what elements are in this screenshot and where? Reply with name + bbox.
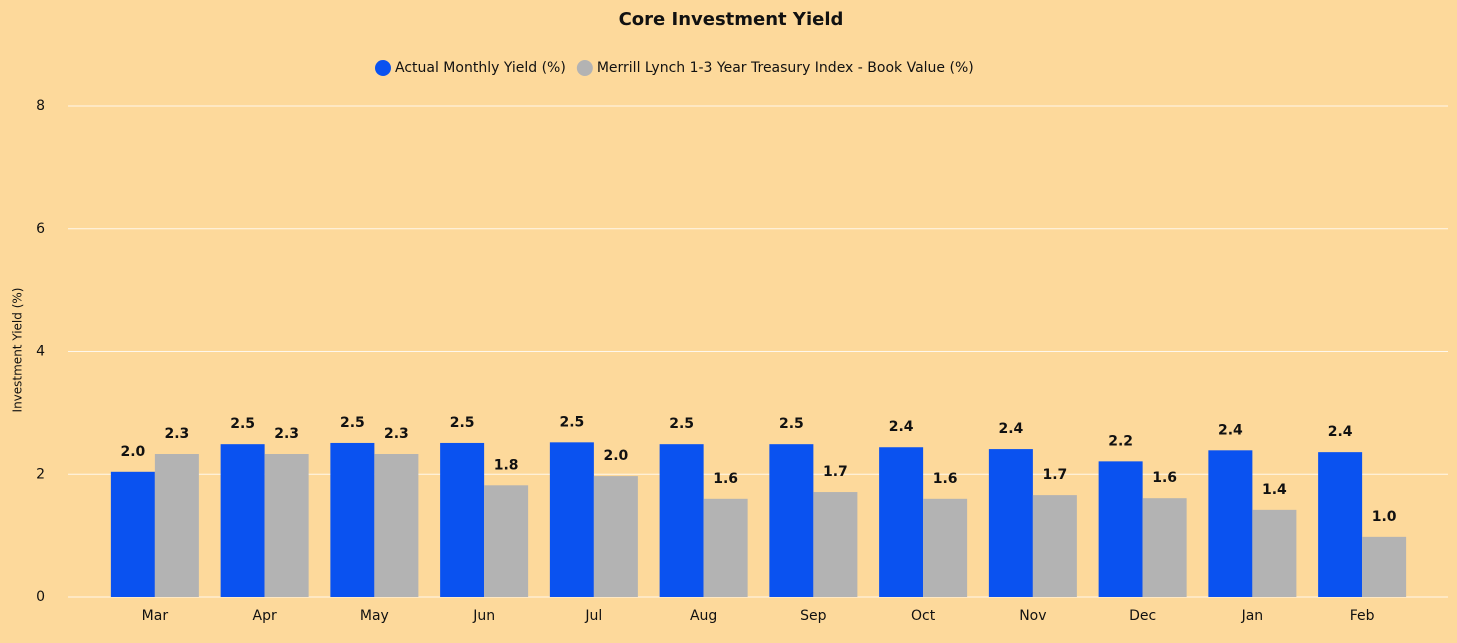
bar	[1142, 498, 1187, 597]
bar	[1032, 495, 1077, 597]
legend-marker	[375, 60, 391, 76]
bar	[264, 453, 309, 597]
x-tick-label: Oct	[911, 608, 936, 624]
data-label: 2.3	[274, 426, 299, 442]
data-label: 1.7	[823, 464, 848, 480]
legend-label: Merrill Lynch 1-3 Year Treasury Index - …	[597, 60, 974, 76]
x-tick-label: Feb	[1350, 608, 1375, 624]
legend-label: Actual Monthly Yield (%)	[395, 60, 566, 76]
chart-title: Core Investment Yield	[619, 9, 844, 30]
data-label: 1.6	[1152, 470, 1177, 486]
y-axis-title: Investment Yield (%)	[11, 288, 25, 413]
data-label: 2.3	[384, 426, 409, 442]
x-tick-label: Jul	[584, 608, 602, 624]
x-tick-label: May	[360, 608, 389, 624]
y-tick-label: 6	[36, 221, 45, 237]
bar	[1318, 452, 1363, 597]
bar	[154, 453, 199, 597]
data-label: 1.6	[933, 471, 958, 487]
data-label: 2.4	[889, 419, 914, 435]
bar	[220, 444, 265, 597]
bar	[769, 444, 814, 597]
bar	[1208, 450, 1253, 597]
data-label: 2.5	[779, 416, 804, 432]
x-tick-label: Sep	[800, 608, 827, 624]
x-tick-label: Nov	[1019, 608, 1046, 624]
bar	[1362, 536, 1407, 597]
bar	[659, 444, 704, 597]
y-tick-label: 2	[36, 466, 45, 482]
data-label: 2.5	[559, 414, 584, 430]
data-label: 1.4	[1262, 482, 1287, 498]
legend-marker	[576, 60, 593, 76]
bar	[988, 449, 1033, 597]
x-tick-label: Jan	[1241, 608, 1264, 624]
bar	[879, 447, 924, 597]
bar	[549, 442, 594, 597]
x-tick-label: Aug	[690, 608, 717, 624]
bar	[440, 442, 485, 597]
x-tick-label: Jun	[472, 608, 495, 624]
y-tick-label: 0	[36, 589, 45, 605]
bar	[703, 498, 748, 597]
bar	[813, 492, 858, 597]
data-label: 2.2	[1108, 433, 1133, 449]
data-label: 2.5	[230, 416, 255, 432]
data-label: 2.5	[450, 415, 475, 431]
bar	[593, 476, 638, 597]
bar	[484, 485, 529, 597]
x-tick-label: Apr	[253, 608, 277, 624]
data-label: 2.4	[1328, 424, 1353, 440]
bar	[374, 453, 419, 597]
x-tick-label: Dec	[1129, 608, 1156, 624]
data-label: 1.8	[494, 457, 519, 473]
y-tick-label: 8	[36, 98, 45, 114]
bar	[923, 498, 968, 597]
data-label: 2.0	[120, 444, 145, 460]
data-label: 2.5	[340, 415, 365, 431]
bar	[1252, 509, 1297, 597]
bar	[330, 442, 375, 597]
x-tick-label: Mar	[142, 608, 169, 624]
bar	[1098, 461, 1143, 597]
bar	[110, 471, 155, 597]
data-label: 2.3	[164, 426, 189, 442]
data-label: 1.7	[1042, 467, 1067, 483]
data-label: 2.5	[669, 416, 694, 432]
y-tick-label: 4	[36, 344, 45, 360]
data-label: 1.6	[713, 471, 738, 487]
data-label: 2.4	[1218, 422, 1243, 438]
data-label: 2.4	[998, 421, 1023, 437]
data-label: 1.0	[1372, 509, 1397, 525]
data-label: 2.0	[603, 448, 628, 464]
